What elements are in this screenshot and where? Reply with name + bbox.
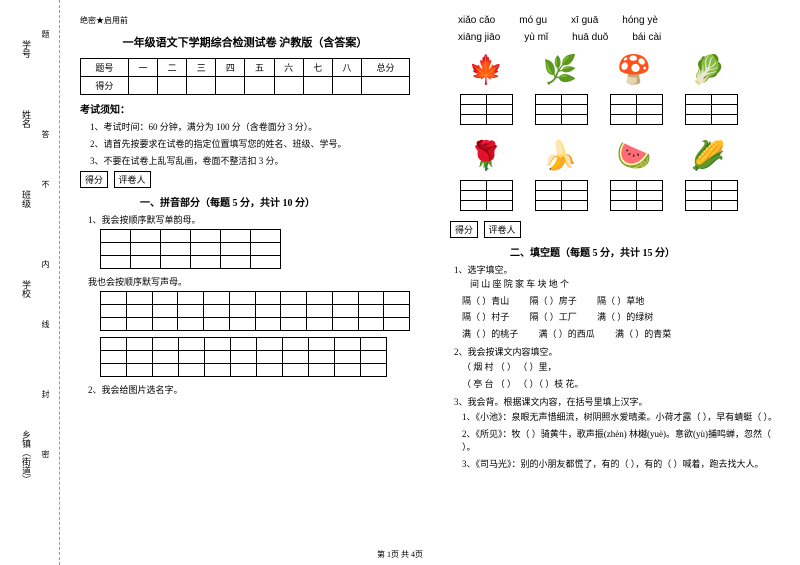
q1-1: 1、我会按顺序默写单韵母。 <box>88 213 410 226</box>
char-options: 间 山 座 院 家 车 块 地 个 <box>470 278 780 292</box>
fill-line: 隔（ ）青山 隔（ ）房子 隔（ ）草地 <box>462 295 780 309</box>
th-num: 题号 <box>81 59 129 77</box>
th-5: 五 <box>245 59 274 77</box>
notice-title: 考试须知： <box>80 101 410 116</box>
consonant-grid-2 <box>100 337 387 377</box>
margin-note: 内 <box>40 260 51 268</box>
text-1: 1、《小池》：泉眼无声惜细流，树阴照水爱晴柔。小荷才露（ ），早有蜻蜓（ ）。 <box>462 411 780 425</box>
pinyin-1: xiǎo cǎo <box>458 15 495 26</box>
notice-1: 1、考试时间：60 分钟，满分为 100 分（含卷面分 3 分）。 <box>90 120 410 133</box>
banana-icon: 🍌 <box>534 135 586 177</box>
pinyin-5: xiāng jiāo <box>458 32 500 43</box>
answer-grid <box>685 94 738 125</box>
right-column: xiǎo cǎo mó gu xī guā hóng yè xiāng jiāo… <box>430 0 800 565</box>
q2-3: 3、我会背。根据课文内容，在括号里填上汉字。 <box>454 395 780 408</box>
th-2: 二 <box>158 59 187 77</box>
left-column: 绝密★启用前 一年级语文下学期综合检测试卷 沪教版（含答案） 题号 一 二 三 … <box>60 0 430 565</box>
fill-line: （ 烟 村 （ ） （ ）里， <box>462 361 780 375</box>
pinyin-6: yù mǐ <box>524 32 548 43</box>
notice-2: 2、请首先按要求在试卷的指定位置填写您的姓名、班级、学号。 <box>90 137 410 150</box>
margin-note: 题 <box>40 30 51 38</box>
margin-note: 答 <box>40 130 51 138</box>
flower-icon: 🌹 <box>460 135 512 177</box>
margin-note: 封 <box>40 390 51 398</box>
score-box: 得分 <box>450 221 478 238</box>
th-7: 七 <box>303 59 332 77</box>
q2-2: 2、我会按课文内容填空。 <box>454 345 780 358</box>
page-footer: 第 1页 共 4页 <box>0 549 800 560</box>
answer-grid <box>535 94 588 125</box>
answer-grid <box>460 180 513 211</box>
margin-label-town: 乡镇（街道） <box>20 430 33 484</box>
answer-grid <box>460 94 513 125</box>
pinyin-2: mó gu <box>519 15 547 26</box>
pinyin-3: xī guā <box>571 15 598 26</box>
th-8: 八 <box>332 59 361 77</box>
th-3: 三 <box>187 59 216 77</box>
answer-grid <box>610 94 663 125</box>
notice-3: 3、不要在试卷上乱写乱画，卷面不整洁扣 3 分。 <box>90 154 410 167</box>
margin-note: 线 <box>40 320 51 328</box>
corn-icon: 🌽 <box>682 135 734 177</box>
watermelon-icon: 🍉 <box>608 135 660 177</box>
margin-label-class: 班级 <box>20 190 33 208</box>
fill-line: 满（ ）的桃子 满（ ）的西瓜 满（ ）的青菜 <box>462 328 780 342</box>
confidential-mark: 绝密★启用前 <box>80 15 410 26</box>
grader-box: 评卷人 <box>114 171 151 188</box>
mushroom-icon: 🍄 <box>608 49 660 91</box>
th-6: 六 <box>274 59 303 77</box>
margin-note: 不 <box>40 180 51 188</box>
answer-grid <box>610 180 663 211</box>
score-table: 题号 一 二 三 四 五 六 七 八 总分 得分 <box>80 58 410 95</box>
grader-box: 评卷人 <box>484 221 521 238</box>
q1-2: 我也会按顺序默写声母。 <box>88 275 410 288</box>
vowel-grid <box>100 229 281 269</box>
consonant-grid-1 <box>100 291 410 331</box>
score-box: 得分 <box>80 171 108 188</box>
margin-label-id: 学号 <box>20 40 33 58</box>
th-1: 一 <box>128 59 157 77</box>
th-total: 总分 <box>362 59 410 77</box>
text-3: 3、《司马光》：别的小朋友都慌了，有的（ ），有的（ ）喊着，跑去找大人。 <box>462 458 780 472</box>
th-4: 四 <box>216 59 245 77</box>
answer-grid <box>535 180 588 211</box>
text-2: 2、《所见》：牧（ ）骑黄牛，歌声振(zhèn) 林樾(yuè)。意欲(yù)捕… <box>462 428 780 455</box>
q1-3: 2、我会给图片选名字。 <box>88 383 410 396</box>
q2-1: 1、选字填空。 <box>454 263 780 276</box>
grass-icon: 🌿 <box>534 49 586 91</box>
margin-note: 密 <box>40 450 51 458</box>
pinyin-7: huā duǒ <box>572 32 608 43</box>
exam-title: 一年级语文下学期综合检测试卷 沪教版（含答案） <box>80 34 410 50</box>
leaf-icon: 🍁 <box>460 49 512 91</box>
answer-grid <box>685 180 738 211</box>
section-1-title: 一、拼音部分（每题 5 分，共计 10 分） <box>140 194 410 209</box>
section-2-title: 二、填空题（每题 5 分，共计 15 分） <box>510 244 780 259</box>
tr-score: 得分 <box>81 77 129 95</box>
cabbage-icon: 🥬 <box>682 49 734 91</box>
fill-line: （ 亭 台 （ ） （ ）（ ）枝 花。 <box>462 378 780 392</box>
pinyin-8: bái cài <box>632 32 661 43</box>
fill-line: 隔（ ）村子 隔（ ）工厂 满（ ）的绿树 <box>462 311 780 325</box>
binding-margin: 学号 姓名 班级 学校 乡镇（街道） 题 答 不 内 线 封 密 <box>0 0 60 565</box>
pinyin-4: hóng yè <box>622 15 658 26</box>
margin-label-school: 学校 <box>20 280 33 298</box>
margin-label-name: 姓名 <box>20 110 33 128</box>
